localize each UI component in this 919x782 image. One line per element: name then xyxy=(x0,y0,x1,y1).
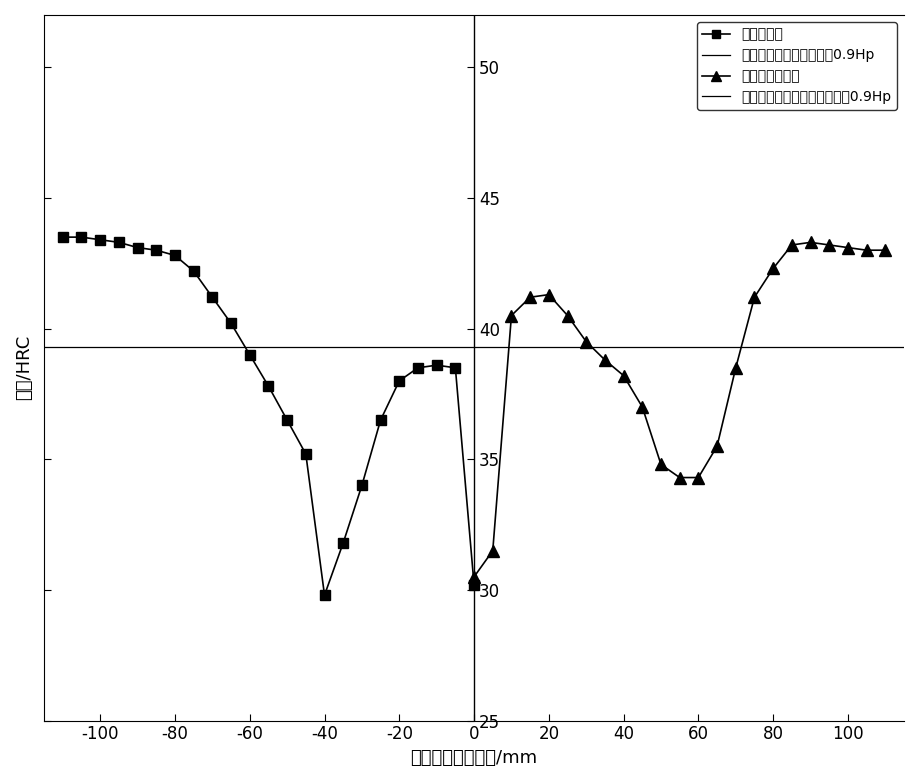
Y-axis label: 硬度/HRC: 硬度/HRC xyxy=(15,335,33,400)
Legend: 贝氏体钉轨, 贝氏体钉轨软化区测量线0.9Hp, 共析珠光体钉轨, 共析珠光体钉轨软化区测量线0.9Hp: 贝氏体钉轨, 贝氏体钉轨软化区测量线0.9Hp, 共析珠光体钉轨, 共析珠光体钉… xyxy=(697,22,897,110)
X-axis label: 与焊缝中心的距离/mm: 与焊缝中心的距离/mm xyxy=(411,749,538,767)
